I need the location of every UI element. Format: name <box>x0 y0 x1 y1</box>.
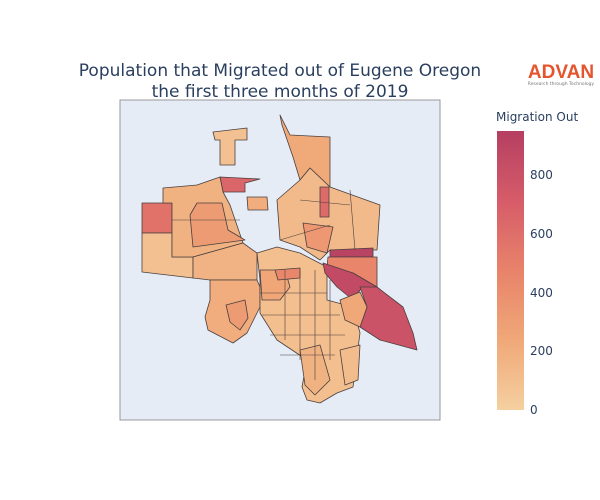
chart-title-line1: Population that Migrated out of Eugene O… <box>78 61 482 81</box>
region-east-top-strip[interactable] <box>329 247 374 258</box>
colorbar-tick-label: 0 <box>530 403 538 417</box>
colorbar-tick-label: 400 <box>530 285 553 300</box>
region-northeast-red[interactable] <box>319 186 330 218</box>
region-west-block[interactable] <box>141 202 173 234</box>
region-northwest-mid[interactable] <box>189 202 246 248</box>
logo-tagline: Research through Technology <box>527 82 595 87</box>
colorbar-tick-label: 200 <box>530 344 553 359</box>
colorbar <box>497 131 524 410</box>
colorbar-tick-label: 600 <box>530 226 553 241</box>
advan-logo: ADVAN Research through Technology <box>526 62 596 88</box>
region-isolated-square[interactable] <box>246 196 269 211</box>
grid-lines <box>172 189 356 380</box>
region-northwest-small[interactable] <box>212 127 248 166</box>
region-northeast-mid[interactable] <box>302 222 334 254</box>
chart-title-line2: the first three months of 2019 <box>151 82 409 102</box>
colorbar-tick-label: 800 <box>530 168 553 183</box>
region-east-inner[interactable] <box>339 291 368 328</box>
region-south-east-small[interactable] <box>339 344 361 386</box>
region-central-b[interactable] <box>274 267 301 281</box>
logo-text: ADVAN <box>527 62 595 83</box>
region-southwest-inner[interactable] <box>225 299 249 331</box>
colorbar-title: Migration Out <box>496 110 579 124</box>
